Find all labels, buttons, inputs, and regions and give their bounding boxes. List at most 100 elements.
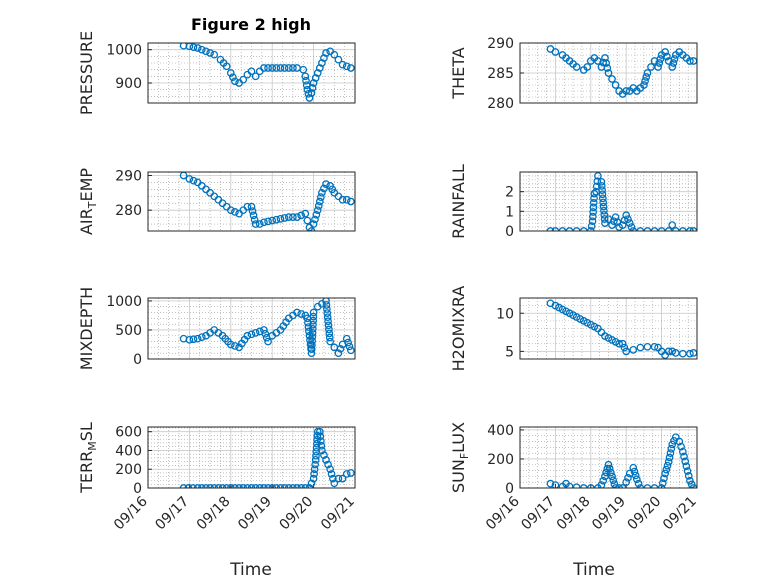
data-point-interp — [604, 334, 613, 342]
data-series — [546, 299, 697, 359]
y-axis-label-main: TERR — [77, 451, 96, 494]
data-point — [618, 339, 627, 348]
data-point — [572, 483, 581, 488]
y-tick-label: 1000 — [106, 43, 142, 59]
data-point-interp — [264, 217, 272, 226]
data-point-interp — [282, 318, 290, 327]
data-point-interp — [609, 217, 618, 226]
data-point-interp — [197, 182, 206, 190]
data-point-interp — [589, 198, 598, 207]
axes-frame — [147, 42, 356, 104]
subplot-2: 280 285 290 THETA — [449, 36, 698, 112]
data-point — [268, 64, 277, 72]
data-point-interp — [325, 329, 334, 338]
y-axis-label: THETA — [449, 47, 468, 99]
data-point-interp — [308, 329, 317, 337]
data-point-interp — [631, 471, 640, 480]
data-point — [664, 347, 673, 356]
y-axis-label-rest: SL — [77, 422, 96, 441]
data-point-interp — [597, 328, 606, 337]
data-point-interp — [320, 54, 328, 62]
data-point — [686, 349, 694, 358]
x-axis-label-right: Time — [572, 560, 615, 580]
data-point-interp — [669, 59, 678, 67]
y-tick-label: 280 — [115, 203, 142, 219]
data-point — [650, 342, 659, 351]
y-tick-label: 200 — [487, 452, 514, 468]
y-tick-label: 900 — [115, 76, 142, 92]
data-point — [622, 478, 631, 487]
data-point — [276, 64, 285, 72]
data-series — [179, 43, 355, 102]
data-point-interp — [312, 210, 321, 219]
y-axis-label: SUNFLUX — [449, 422, 471, 493]
data-point-interp — [598, 186, 606, 194]
data-point — [185, 335, 194, 344]
data-point — [629, 345, 638, 354]
data-point-interp — [272, 64, 281, 72]
data-point-interp — [297, 310, 306, 318]
axes-frame — [147, 297, 356, 360]
data-point-interp — [323, 309, 332, 317]
data-point-interp — [670, 55, 679, 63]
data-point — [643, 342, 652, 351]
data-series — [179, 298, 355, 358]
data-point-interp — [308, 324, 317, 333]
data-point — [601, 54, 609, 62]
data-point — [193, 334, 202, 343]
data-point-interp — [597, 182, 606, 190]
plot-area — [147, 171, 356, 232]
data-point-interp — [603, 64, 612, 72]
data-point-interp — [206, 188, 214, 197]
data-point — [202, 47, 210, 56]
data-point — [678, 349, 687, 358]
data-point — [629, 463, 638, 472]
data-point-interp — [600, 206, 608, 215]
data-point — [260, 218, 268, 227]
y-axis-label-subscript: T — [86, 201, 99, 209]
data-point-interp — [310, 465, 319, 474]
data-point-interp — [599, 58, 608, 67]
data-point — [632, 475, 641, 484]
data-point-interp — [214, 329, 223, 337]
data-point-interp — [309, 312, 318, 321]
data-point-interp — [667, 444, 676, 453]
data-point — [284, 213, 293, 221]
data-point-interp — [317, 441, 326, 450]
data-point-interp — [189, 43, 198, 52]
data-point — [588, 217, 597, 226]
y-tick-label: 290 — [115, 168, 142, 184]
x-axis-label-left: Time — [229, 560, 272, 580]
y-axis-label: H2OMIXRA — [449, 286, 468, 372]
data-point-interp — [611, 337, 620, 346]
data-point — [671, 227, 680, 231]
y-tick-label: 1 — [505, 204, 514, 220]
data-point — [303, 216, 312, 225]
y-tick-label: 0 — [133, 481, 142, 497]
data-point — [347, 197, 355, 206]
data-point — [322, 455, 330, 464]
y-tick-label: 400 — [487, 423, 514, 439]
y-tick-label: 0 — [505, 481, 514, 497]
data-point — [682, 462, 691, 471]
data-point — [330, 50, 339, 59]
subplot-5: 0 500 1000 MIXDEPTH — [77, 287, 356, 370]
data-point — [668, 440, 677, 449]
data-point — [643, 69, 652, 77]
data-point — [251, 220, 260, 228]
data-point — [226, 69, 235, 77]
data-point-interp — [658, 479, 667, 488]
data-point-interp — [598, 190, 607, 199]
y-axis-label: PRESSURE — [77, 31, 96, 115]
data-point — [247, 202, 256, 211]
data-point — [689, 227, 697, 231]
data-point-interp — [620, 343, 629, 352]
data-point-interp — [247, 330, 256, 339]
data-point-interp — [624, 473, 632, 482]
data-point — [193, 44, 202, 52]
data-point — [622, 87, 631, 95]
data-point-interp — [562, 54, 570, 62]
data-point-interp — [680, 452, 688, 461]
data-point — [678, 227, 687, 231]
